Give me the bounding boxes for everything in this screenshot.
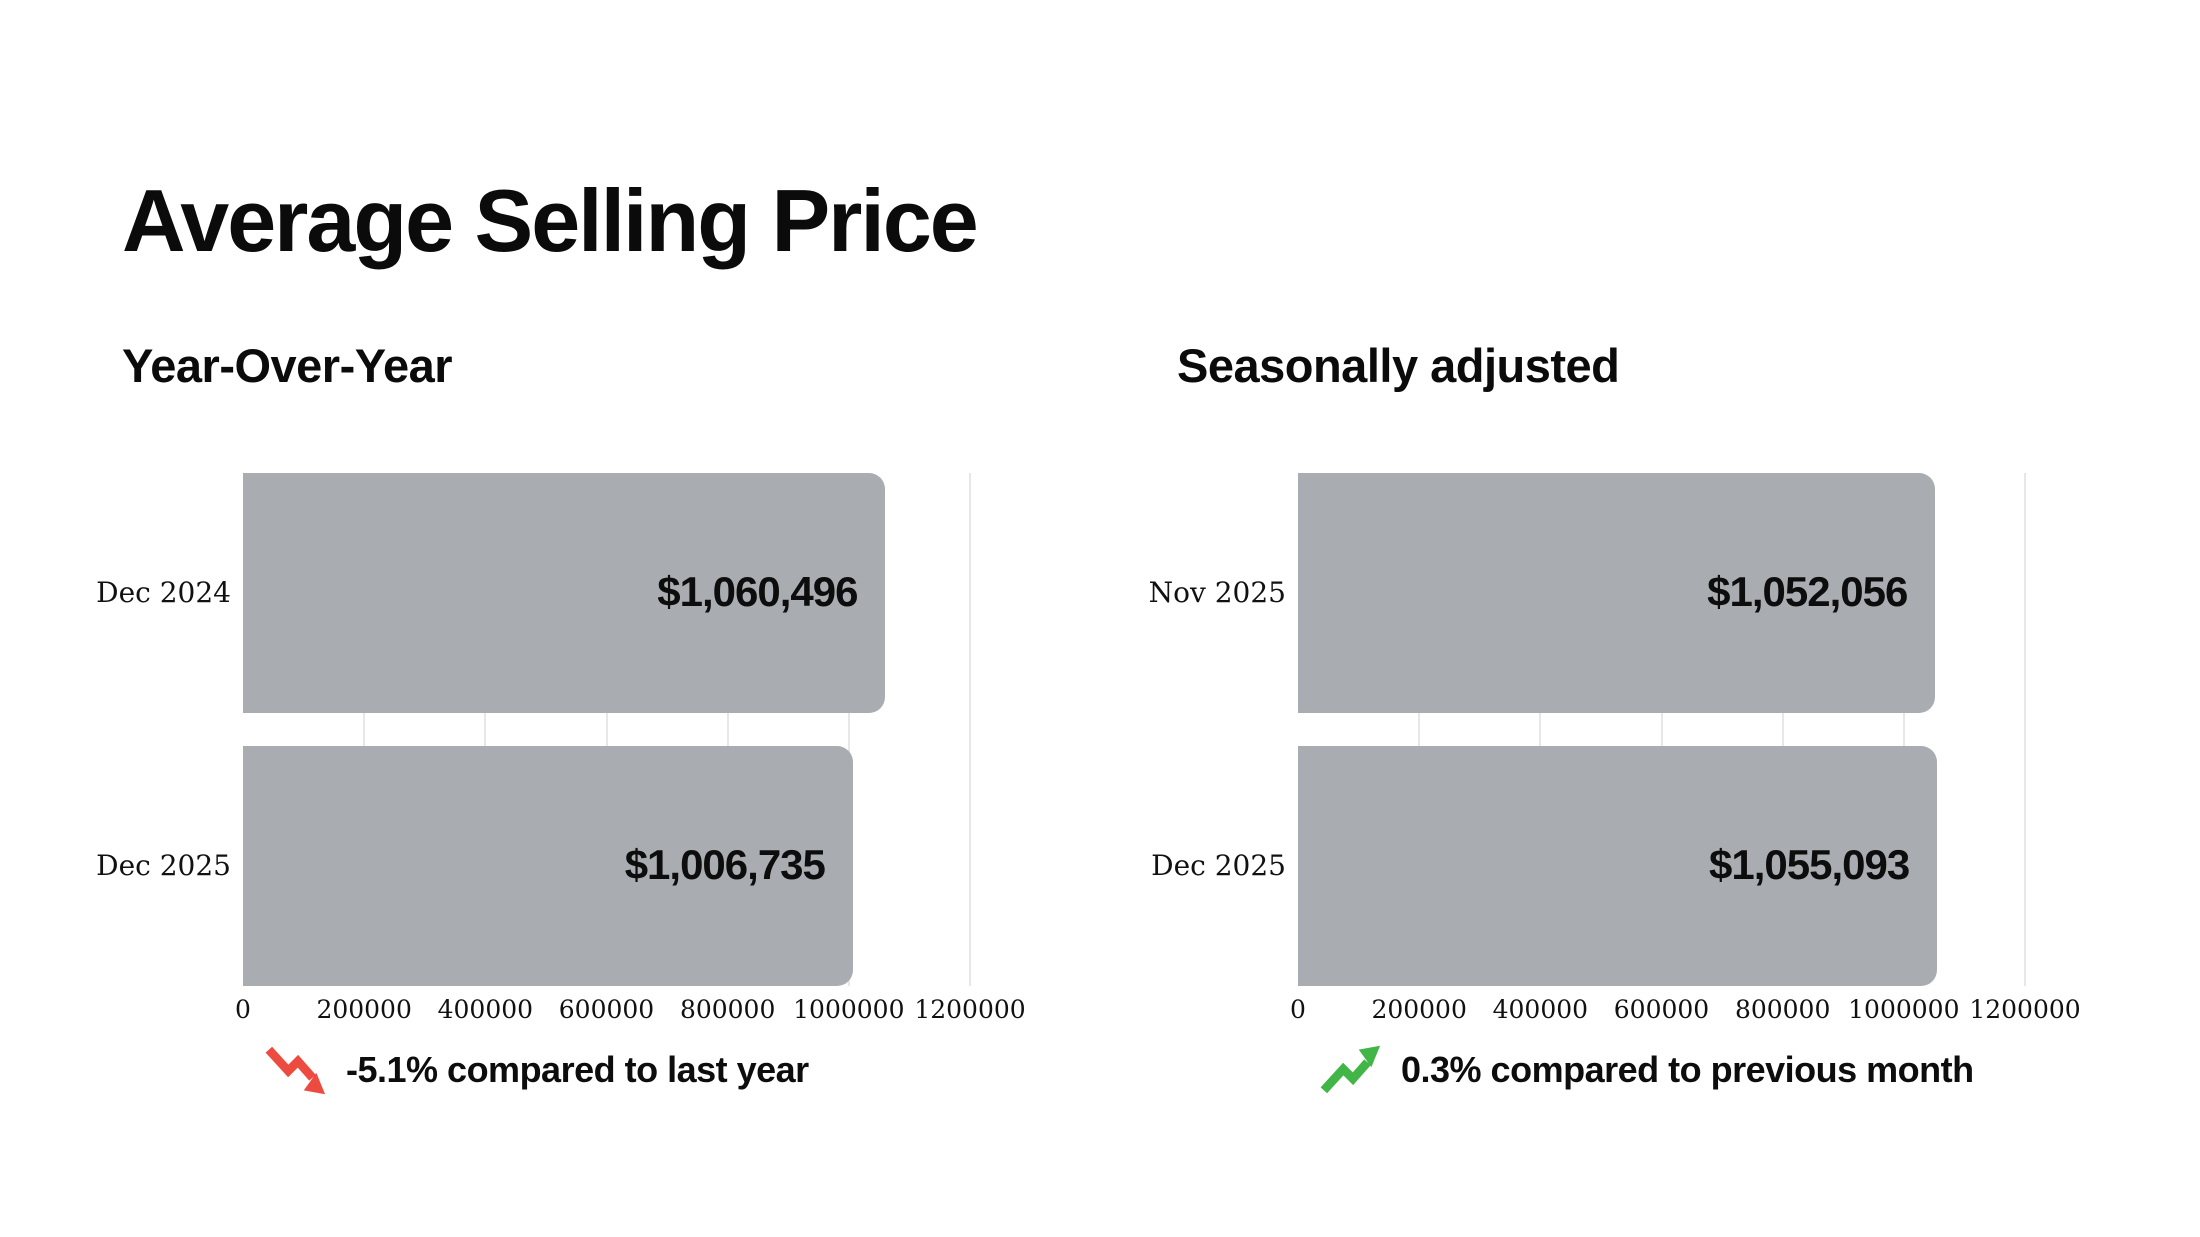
bar-value-label: $1,055,093	[1708, 841, 1910, 888]
x-axis-tick-label: 400000	[1492, 995, 1589, 1024]
annotation-text-seasonal: 0.3% compared to previous month	[1401, 1049, 1974, 1090]
x-axis-tick-label: 0	[1290, 995, 1306, 1024]
bar-value-label: $1,052,056	[1707, 568, 1908, 615]
gridline	[1539, 473, 1542, 986]
x-axis-tick-label: 1000000	[1848, 995, 1960, 1024]
x-axis-tick-label: 200000	[316, 995, 412, 1024]
category-label: Dec 2024	[96, 576, 231, 609]
gridline	[726, 473, 729, 986]
gridline	[847, 473, 850, 986]
x-axis-tick-label: 1200000	[1969, 995, 2081, 1024]
chart-year-over-year: Year-Over-Year Dec 2024 $1,060,496 Dec 202…	[96, 0, 1132, 1237]
x-axis-tick-label: 0	[235, 995, 251, 1024]
x-axis-tick-label: 1000000	[793, 995, 905, 1024]
gridline	[605, 473, 608, 986]
category-label: Dec 2025	[1151, 849, 1286, 882]
trend-down-icon	[265, 1046, 326, 1095]
gridline	[1418, 473, 1421, 986]
x-axis-tick-label: 600000	[1613, 995, 1710, 1024]
annotation-yoy: -5.1% compared to last year	[264, 1036, 809, 1104]
bar-dec-2025	[243, 746, 853, 986]
page-title: Average Selling Price	[122, 170, 979, 270]
chart-seasonally-adjusted: Seasonally adjusted Nov 2025 $1,052,056 De…	[1149, 0, 2187, 1237]
trend-up-icon	[1320, 1045, 1381, 1094]
annotation-seasonal: 0.3% compared to previous month	[1319, 1036, 1974, 1104]
gridline	[2024, 473, 2026, 986]
plot-area-seasonal: Nov 2025 $1,052,056 Dec 2025 $1,055,093 0 200…	[1149, 0, 2187, 1237]
category-label: Dec 2025	[96, 849, 231, 882]
bar-nov-2025	[1298, 473, 1936, 713]
bar-dec-2024	[243, 473, 886, 713]
chart-heading-seasonal: Seasonally adjusted	[1177, 339, 1620, 392]
gridline	[1781, 473, 1784, 986]
gridline	[969, 473, 971, 986]
x-axis-tick-label: 600000	[558, 995, 655, 1024]
bar-dec-2025	[1298, 746, 1938, 986]
x-axis-tick-label: 800000	[679, 995, 776, 1024]
chart-heading-yoy: Year-Over-Year	[122, 339, 453, 392]
gridline	[1902, 473, 1905, 986]
x-axis-tick-label: 1200000	[914, 995, 1026, 1024]
x-axis-tick-label: 200000	[1371, 995, 1467, 1024]
x-axis-tick-label: 800000	[1734, 995, 1831, 1024]
category-label: Nov 2025	[1148, 576, 1286, 609]
bar-value-label: $1,006,735	[624, 841, 826, 888]
bar-value-label: $1,060,496	[657, 568, 858, 615]
gridline	[1660, 473, 1663, 986]
gridline	[363, 473, 366, 986]
x-axis-tick-label: 400000	[437, 995, 534, 1024]
gridline	[484, 473, 487, 986]
plot-area-yoy: Dec 2024 $1,060,496 Dec 2025 $1,006,735 0 200…	[96, 0, 1132, 1237]
annotation-text-yoy: -5.1% compared to last year	[346, 1049, 809, 1090]
